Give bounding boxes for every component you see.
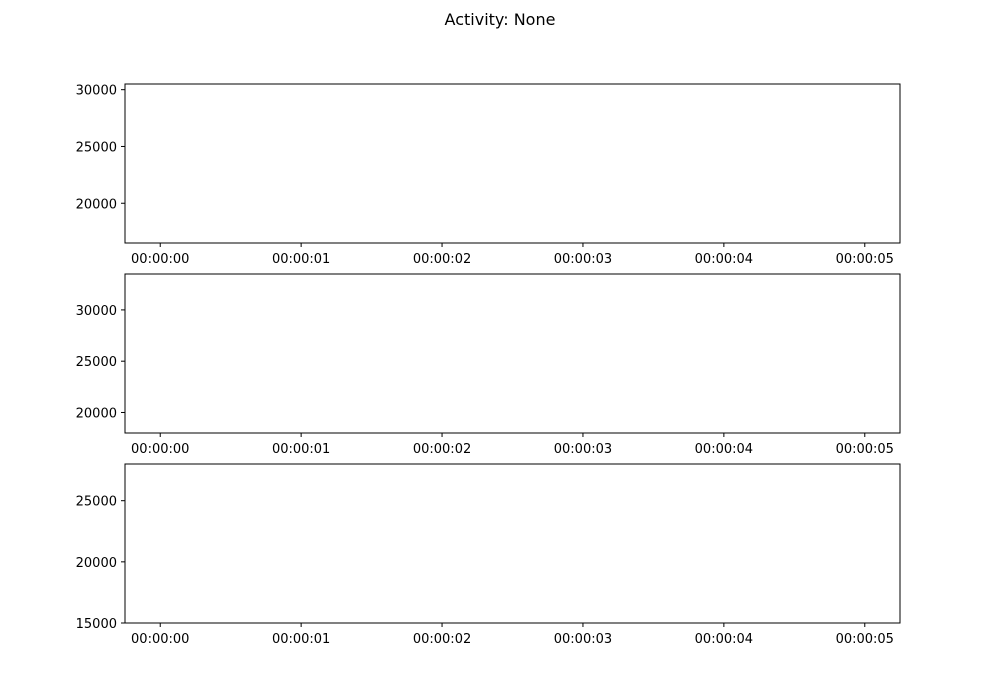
x-tick-label: 00:00:00	[131, 632, 189, 647]
subplot-1: 00:00:00 00:00:01 00:00:02 00:00:03 00:00:04…	[76, 83, 901, 267]
y-tick-label: 20000	[76, 406, 117, 421]
y-tick-label: 30000	[76, 84, 117, 99]
plot-frame	[124, 83, 901, 244]
x-tick-label: 00:00:03	[554, 442, 612, 457]
x-tick-label: 00:00:04	[695, 252, 753, 267]
x-tick-label: 00:00:01	[272, 252, 330, 267]
y-tick-label: 20000	[76, 556, 117, 571]
subplot-2: 00:00:00 00:00:01 00:00:02 00:00:03 00:00:04…	[76, 273, 901, 457]
x-tick-label: 00:00:02	[413, 442, 471, 457]
x-tick-label: 00:00:01	[272, 442, 330, 457]
y-tick-label: 15000	[76, 617, 117, 632]
y-tick-label: 20000	[76, 197, 117, 212]
x-tick-label: 00:00:02	[413, 632, 471, 647]
x-tick-label: 00:00:00	[131, 252, 189, 267]
x-tick-label: 00:00:04	[695, 632, 753, 647]
plot-frame	[124, 273, 901, 434]
x-tick-label: 00:00:03	[554, 632, 612, 647]
y-tick-label: 30000	[76, 304, 117, 319]
x-tick-label: 00:00:05	[836, 632, 894, 647]
subplot-3: 00:00:00 00:00:01 00:00:02 00:00:03 00:00:04…	[76, 463, 901, 647]
x-tick-label: 00:00:02	[413, 252, 471, 267]
figure-title: Activity: None	[444, 10, 556, 29]
x-tick-label: 00:00:03	[554, 252, 612, 267]
x-tick-label: 00:00:01	[272, 632, 330, 647]
x-tick-label: 00:00:04	[695, 442, 753, 457]
y-tick-label: 25000	[76, 495, 117, 510]
x-tick-label: 00:00:05	[836, 252, 894, 267]
x-tick-label: 00:00:00	[131, 442, 189, 457]
y-tick-label: 25000	[76, 355, 117, 370]
plot-frame	[124, 463, 901, 624]
y-tick-label: 25000	[76, 140, 117, 155]
x-tick-label: 00:00:05	[836, 442, 894, 457]
